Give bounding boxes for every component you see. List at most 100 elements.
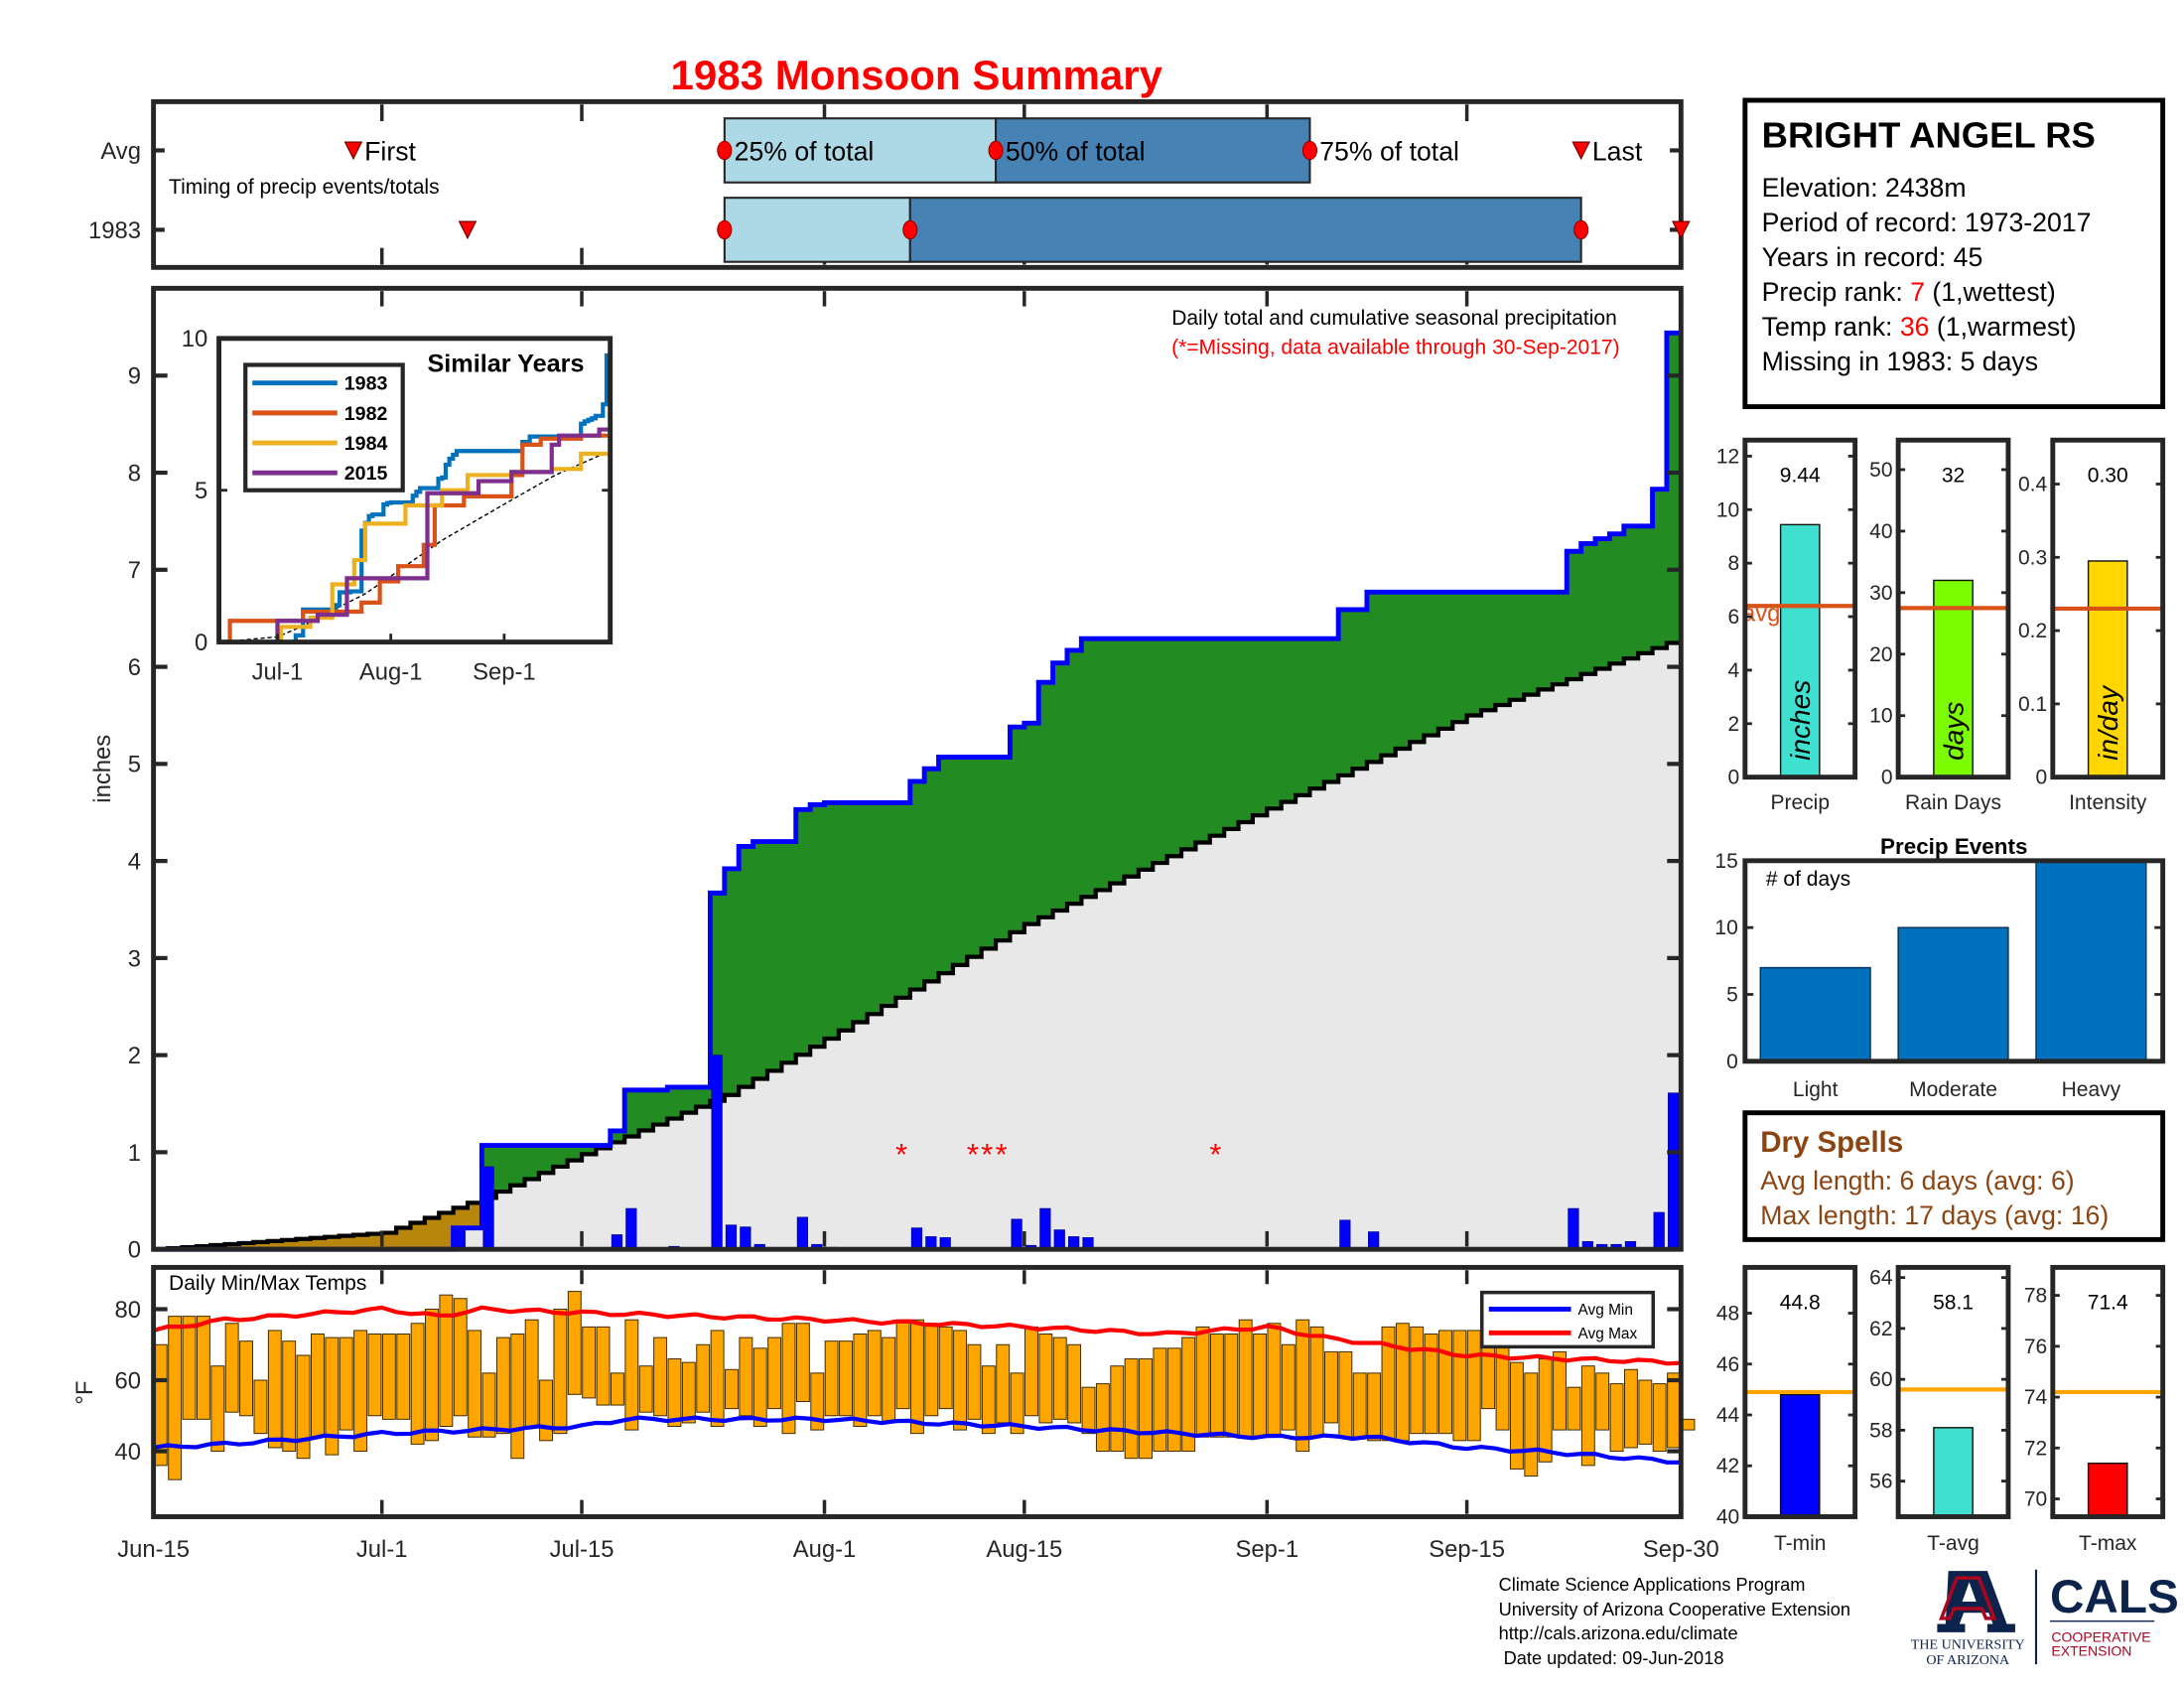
temp-range-bar (481, 1372, 496, 1438)
row-label-avg: Avg (100, 138, 141, 165)
summary-bars: inchesavg9.44024681012Precipdays32010203… (1716, 437, 2166, 1555)
temp-range-bar (810, 1372, 825, 1431)
temp-range-bar (1438, 1330, 1452, 1435)
temp-range-bar (224, 1323, 239, 1413)
temp-range-bar (1466, 1330, 1481, 1442)
y-tick-label: 5 (1726, 983, 1738, 1006)
station-temp-rank: Temp rank: 36 (1,warmest) (1762, 312, 2077, 342)
station-period: Period of record: 1973-2017 (1762, 208, 2092, 237)
temp-range-bar (653, 1336, 668, 1417)
temps-y-label: °F (71, 1381, 98, 1405)
category-label: Precip (1770, 791, 1830, 814)
precip-rank-label: Precip rank: (1762, 277, 1911, 307)
temp-range-bar (253, 1379, 268, 1435)
temp-range-bar (210, 1365, 225, 1453)
average-label: avg (1742, 601, 1780, 628)
temp-range-bar (752, 1347, 767, 1428)
quartile-bar-50-75 (908, 197, 1582, 263)
value-label: 0.30 (2088, 464, 2128, 487)
temp-range-bar (282, 1340, 297, 1453)
temp-range-bar (981, 1365, 996, 1435)
legend-label: 1982 (344, 403, 388, 425)
temp-range-bar (1309, 1326, 1324, 1438)
y-tick-label: 58 (1869, 1419, 1892, 1442)
ua-block-a-icon (1937, 1571, 2015, 1632)
y-tick-label: 80 (114, 1297, 141, 1324)
temp-rank-label: Temp rank: (1762, 312, 1900, 342)
y-tick-label: 6 (1728, 606, 1740, 629)
y-tick-label: 60 (114, 1367, 141, 1394)
precip-chart: Daily total and cumulative seasonal prec… (89, 285, 1684, 1264)
events-bar-light (1759, 966, 1871, 1062)
y-tick-label: 60 (1869, 1368, 1892, 1391)
base-area (153, 637, 1682, 1250)
temp-range-bar (1338, 1350, 1353, 1438)
footer-date: Date updated: 09-Jun-2018 (1499, 1647, 1724, 1668)
temp-range-bar (696, 1343, 711, 1413)
y-tick-label: 4 (128, 849, 141, 876)
y-tick-label: 72 (2024, 1437, 2047, 1460)
y-tick-label: 0 (128, 1237, 141, 1264)
temp-range-bar (1410, 1326, 1425, 1435)
temp-range-bar (638, 1365, 653, 1413)
x-tick-label: Jun-15 (117, 1536, 190, 1563)
precip-y-label: inches (89, 735, 116, 803)
inset-title: Similar Years (427, 351, 584, 378)
temp-range-bar (1067, 1343, 1082, 1424)
y-tick-label: 0.2 (2018, 620, 2047, 642)
footer-link[interactable]: http://cals.arizona.edu/climate (1499, 1622, 1738, 1643)
cals-text-2: EXTENSION (2051, 1643, 2131, 1659)
temp-range-bar (553, 1308, 568, 1435)
legend-label: Avg Max (1578, 1326, 1638, 1342)
bar-chart-t-min: 44.8 40 42 44 46 48 T-min (1716, 1264, 1858, 1555)
daily-precip-bar (1039, 1207, 1051, 1250)
legend-label: 1984 (344, 433, 388, 455)
temp-range-bar (953, 1330, 968, 1431)
temp-range-bar (182, 1316, 197, 1420)
temp-range-bar (168, 1316, 183, 1480)
temp-range-bar (1195, 1326, 1210, 1438)
value-label: 32 (1942, 464, 1965, 487)
category-label: T-max (2079, 1532, 2137, 1555)
triangle-first-icon (343, 141, 363, 161)
precip-rank-note: (1,wettest) (1925, 277, 2056, 307)
axes-frame (1895, 1264, 2011, 1519)
daily-precip-bar (1667, 1092, 1680, 1250)
unit-label: inches (1785, 680, 1816, 761)
events-bar-moderate (1897, 926, 2009, 1062)
value-label: 44.8 (1780, 1291, 1821, 1314)
inset-legend (243, 362, 405, 492)
y-tick-label: 6 (128, 654, 141, 681)
temp-range-bar (1281, 1343, 1296, 1431)
x-tick-label: Sep-30 (1643, 1536, 1719, 1563)
daily-precip-bar (1368, 1231, 1380, 1250)
temp-range-bar (909, 1319, 924, 1435)
temp-range-bar (1624, 1368, 1638, 1449)
station-precip-rank: Precip rank: 7 (1,wettest) (1762, 277, 2056, 307)
dry-spells-box: Dry Spells Avg length: 6 days (avg: 6) M… (1742, 1110, 2166, 1242)
y-tick-label: 56 (1869, 1471, 1892, 1493)
daily-precip-bar (625, 1207, 637, 1250)
triangle-first-icon (458, 220, 478, 240)
y-tick-label: 0 (1728, 767, 1740, 789)
row-label-year: 1983 (88, 217, 141, 244)
temp-range-bar (839, 1340, 853, 1417)
y-tick-label: 12 (1716, 445, 1739, 468)
inset-line-2015 (218, 427, 611, 644)
daily-precip-bar (740, 1226, 751, 1250)
temp-range-bar (1681, 1418, 1696, 1431)
temp-range-bar (1367, 1372, 1382, 1442)
daily-precip-bar (1053, 1229, 1065, 1250)
inset-line-1983 (218, 352, 611, 644)
value-label: 58.1 (1933, 1291, 1974, 1314)
temp-range-bar (524, 1319, 539, 1428)
temp-range-bar (624, 1319, 639, 1431)
x-tick-label: Jul-1 (356, 1536, 408, 1563)
events-category-label: Moderate (1909, 1078, 1997, 1101)
y-tick-label: 30 (1869, 582, 1892, 605)
temp-range-bar (1166, 1347, 1181, 1453)
inset-x-tick-label: Aug-1 (359, 658, 423, 685)
temp-range-bar (1124, 1358, 1139, 1460)
temp-range-bar (853, 1334, 868, 1428)
y-tick-label: 44 (1716, 1404, 1740, 1427)
